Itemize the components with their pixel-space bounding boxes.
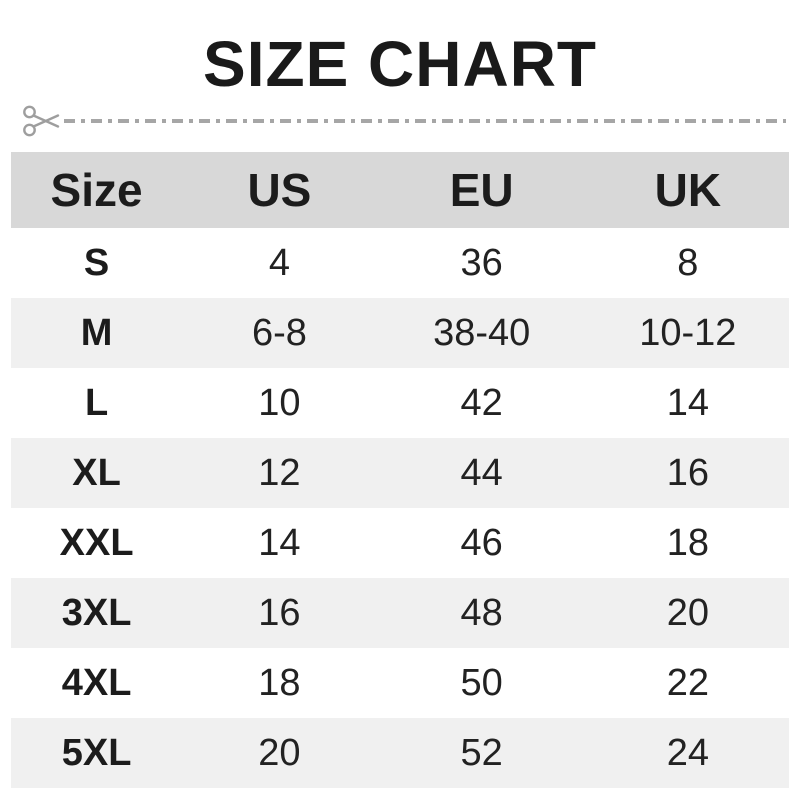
eu-value: 42 (460, 381, 503, 424)
us-value: 20 (258, 731, 301, 774)
column-header-uk: UK (586, 152, 789, 228)
table-row: XL 12 44 16 (11, 438, 789, 508)
us-value: 10 (258, 381, 301, 424)
size-label: L (84, 381, 109, 424)
uk-value: 20 (666, 591, 709, 634)
column-header-eu: EU (376, 152, 587, 228)
us-value: 4 (268, 241, 290, 284)
table-row: 5XL 20 52 24 (11, 718, 789, 788)
uk-value: 8 (677, 241, 699, 284)
size-label: M (80, 311, 113, 354)
table-row: L 10 42 14 (11, 368, 789, 438)
uk-value: 16 (666, 451, 709, 494)
uk-value: 24 (666, 731, 709, 774)
us-value: 14 (258, 521, 301, 564)
dashed-cut-line (64, 119, 786, 123)
table-row: S 4 36 8 (11, 228, 789, 298)
size-label: 4XL (61, 661, 132, 704)
table-row: 4XL 18 50 22 (11, 648, 789, 718)
size-label: 3XL (61, 591, 132, 634)
size-label: 5XL (61, 731, 132, 774)
scissors-icon (23, 105, 60, 137)
us-value: 18 (258, 661, 301, 704)
eu-value: 48 (460, 591, 503, 634)
table-row: M 6-8 38-40 10-12 (11, 298, 789, 368)
uk-value: 18 (666, 521, 709, 564)
table-row: 3XL 16 48 20 (11, 578, 789, 648)
column-header-us: US (182, 152, 377, 228)
eu-value: 36 (460, 241, 503, 284)
us-value: 12 (258, 451, 301, 494)
eu-value: 50 (460, 661, 503, 704)
column-header-size: Size (11, 152, 183, 228)
page-title: SIZE CHART (203, 28, 597, 100)
eu-value: 38-40 (433, 311, 531, 354)
size-label: XL (72, 451, 121, 494)
cut-line (22, 102, 786, 140)
uk-value: 14 (666, 381, 709, 424)
eu-value: 46 (460, 521, 503, 564)
uk-value: 22 (666, 661, 709, 704)
size-table: Size US EU UK S 4 36 8 M 6-8 38-40 10-12… (11, 152, 789, 788)
us-value: 6-8 (251, 311, 307, 354)
eu-value: 44 (460, 451, 503, 494)
table-row: XXL 14 46 18 (11, 508, 789, 578)
size-label: S (83, 241, 110, 284)
table-header-row: Size US EU UK (11, 152, 789, 228)
us-value: 16 (258, 591, 301, 634)
uk-value: 10-12 (639, 311, 737, 354)
eu-value: 52 (460, 731, 503, 774)
size-chart-page: SIZE CHART Size US EU UK S 4 36 (0, 32, 800, 800)
size-label: XXL (59, 521, 134, 564)
